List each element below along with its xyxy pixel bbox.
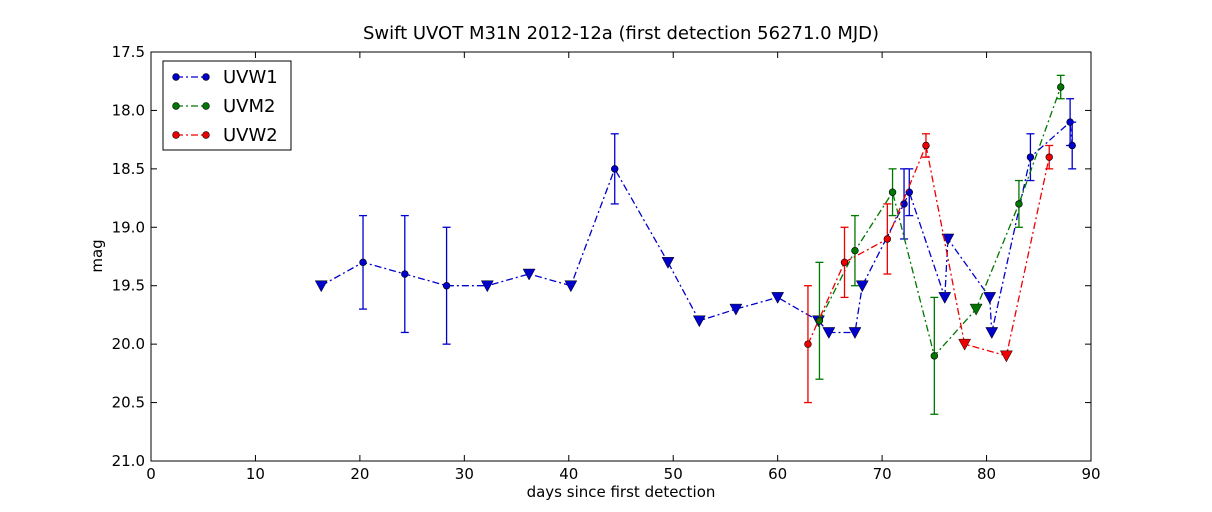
legend-entry-uvw1: UVW1 — [172, 67, 278, 88]
y-tick-label: 19.0 — [112, 218, 145, 236]
data-point — [930, 352, 939, 360]
y-tick-label: 21.0 — [112, 452, 145, 470]
upper-limit-marker — [983, 292, 997, 304]
data-point — [442, 282, 451, 290]
upper-limit-marker — [771, 292, 785, 304]
data-point — [1045, 153, 1053, 161]
legend-marker-uvw2-right — [202, 131, 210, 139]
data-point — [883, 235, 892, 243]
data-point — [888, 188, 897, 196]
x-tick-label: 10 — [246, 465, 265, 483]
data-point — [815, 317, 824, 325]
legend-marker-uvw1-left — [172, 73, 180, 81]
upper-limit-marker — [822, 327, 836, 339]
data-point — [1068, 141, 1076, 150]
x-tick-label: 90 — [1081, 465, 1100, 483]
data-point — [1026, 153, 1035, 161]
legend-entry-uvw2: UVW2 — [172, 125, 278, 146]
data-point — [401, 270, 409, 278]
y-tick-label: 18.5 — [112, 160, 145, 178]
upper-limit-marker — [692, 315, 706, 328]
upper-limit-marker — [480, 280, 494, 293]
x-axis-title: days since first detection — [527, 483, 716, 501]
y-tick-label: 18.0 — [112, 101, 145, 119]
x-tick-label: 60 — [768, 465, 787, 483]
series-uvw2 — [803, 133, 1054, 404]
upper-limit-marker — [522, 268, 536, 281]
y-tick-label: 20.0 — [112, 335, 145, 353]
x-tick-label: 80 — [977, 465, 996, 483]
data-point — [1057, 83, 1065, 91]
x-tick-label: 30 — [455, 465, 474, 483]
series-uvw1 — [314, 98, 1077, 345]
plot-frame — [150, 51, 1092, 462]
legend-label-uvm2: UVM2 — [223, 96, 275, 117]
upper-limit-marker — [564, 280, 578, 293]
upper-limit-marker — [985, 327, 999, 339]
data-point — [922, 141, 930, 150]
upper-limit-marker — [848, 327, 862, 339]
upper-limit-marker — [958, 338, 972, 351]
data-point — [804, 340, 812, 348]
x-tick-label: 50 — [664, 465, 683, 483]
upper-limit-marker — [729, 303, 743, 316]
upper-limit-marker — [969, 303, 983, 316]
x-tick-label: 40 — [559, 465, 578, 483]
upper-limit-marker — [938, 292, 952, 304]
upper-limit-marker — [999, 350, 1013, 363]
y-tick-label: 20.5 — [112, 394, 145, 412]
y-tick-label: 19.5 — [112, 277, 145, 295]
legend-box — [162, 60, 292, 151]
x-tick-label: 70 — [873, 465, 892, 483]
data-point — [840, 258, 849, 267]
legend-marker-uvm2-left — [172, 102, 180, 110]
data-point — [611, 165, 619, 173]
legend-entry-uvm2: UVM2 — [172, 96, 275, 117]
data-point — [851, 246, 859, 255]
upper-limit-marker — [661, 257, 675, 269]
upper-limit-marker — [855, 280, 869, 293]
data-point — [359, 258, 367, 267]
legend-marker-uvw1-right — [202, 73, 210, 81]
x-tick-label: 0 — [146, 465, 156, 483]
legend-label-uvw1: UVW1 — [223, 67, 278, 88]
x-tick-label: 20 — [350, 465, 369, 483]
legend-marker-uvw2-left — [172, 131, 180, 139]
data-point — [1015, 200, 1023, 208]
y-axis-title: mag — [88, 239, 106, 272]
legend-marker-uvm2-right — [202, 102, 210, 110]
plot-layer: 0 10 20 30 40 50 60 70 80 90 17.5 18.0 18.5 19.0 19.5 2… — [112, 43, 1101, 483]
upper-limit-marker — [314, 280, 328, 293]
series-uvm2 — [815, 74, 1065, 415]
y-tick-label: 17.5 — [112, 43, 145, 61]
chart-title: Swift UVOT M31N 2012-12a (first detectio… — [363, 23, 879, 44]
legend-label-uvw2: UVW2 — [223, 125, 278, 146]
data-point — [905, 188, 913, 196]
data-point — [900, 200, 908, 208]
legend: UVW1 UVM2 UVW2 — [162, 60, 292, 151]
series-line-uvw1 — [320, 120, 1073, 334]
